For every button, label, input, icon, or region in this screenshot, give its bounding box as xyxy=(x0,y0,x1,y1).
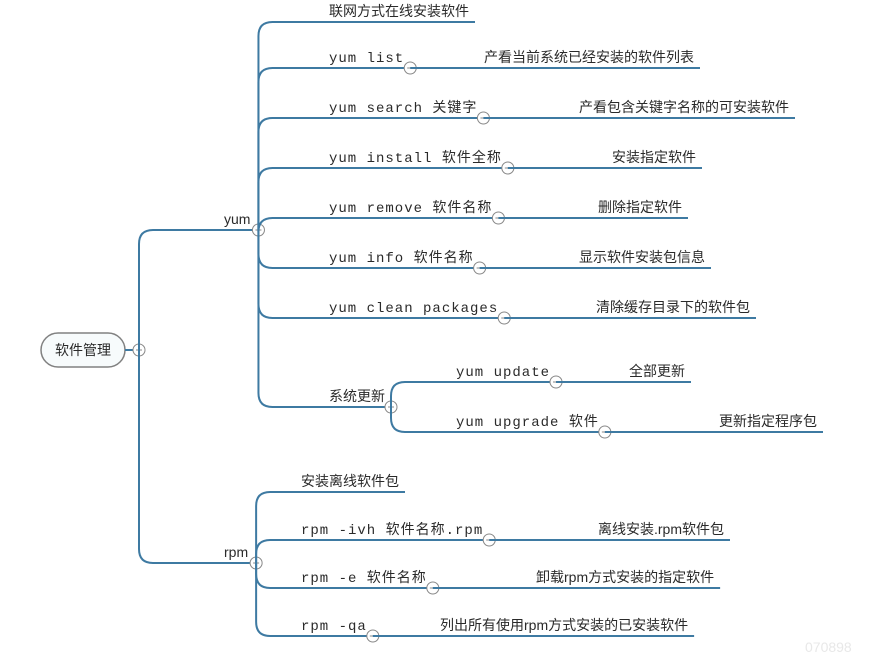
connector xyxy=(256,563,297,636)
node-label[interactable]: yum info 软件名称 xyxy=(329,250,474,267)
node-label[interactable]: 产看当前系统已经安装的软件列表 xyxy=(484,49,694,65)
connector xyxy=(391,407,452,432)
node-label[interactable]: yum update xyxy=(456,365,550,381)
node-label[interactable]: yum remove 软件名称 xyxy=(329,200,492,217)
connector xyxy=(258,168,325,230)
node-label[interactable]: 全部更新 xyxy=(629,363,685,379)
node-label[interactable]: yum install 软件全称 xyxy=(329,149,502,167)
connector xyxy=(139,230,220,350)
node-label[interactable]: yum search 关键字 xyxy=(329,100,477,117)
connector xyxy=(258,218,325,232)
node-label[interactable]: yum list xyxy=(329,51,404,67)
node-label[interactable]: 列出所有使用rpm方式安装的已安装软件 xyxy=(440,617,688,633)
node-label[interactable]: rpm -e 软件名称 xyxy=(301,570,427,587)
node-label[interactable]: 产看包含关键字名称的可安装软件 xyxy=(579,99,789,115)
connector xyxy=(391,382,452,407)
node-label[interactable]: 删除指定软件 xyxy=(598,199,682,215)
node-label[interactable]: yum upgrade 软件 xyxy=(456,414,599,431)
node-label[interactable]: yum clean packages xyxy=(329,301,498,317)
connector xyxy=(258,68,325,230)
node-label[interactable]: 安装离线软件包 xyxy=(301,473,399,489)
node-label[interactable]: rpm -ivh 软件名称.rpm xyxy=(301,522,483,539)
node-label[interactable]: 安装指定软件 xyxy=(612,149,696,165)
node-label[interactable]: 卸载rpm方式安装的指定软件 xyxy=(536,569,714,585)
connector xyxy=(258,118,325,230)
connector xyxy=(258,230,325,318)
node-label[interactable]: 联网方式在线安装软件 xyxy=(329,3,469,19)
branch-label[interactable]: yum xyxy=(224,211,250,227)
connector xyxy=(256,492,297,563)
connector xyxy=(256,563,297,588)
connector xyxy=(258,230,325,268)
connector xyxy=(256,540,297,563)
node-label[interactable]: 系统更新 xyxy=(329,388,385,404)
watermark: 070898 xyxy=(805,639,852,655)
node-label[interactable]: 清除缓存目录下的软件包 xyxy=(596,299,750,315)
node-label[interactable]: 离线安装.rpm软件包 xyxy=(598,521,724,537)
connector xyxy=(258,22,325,230)
node-label[interactable]: 显示软件安装包信息 xyxy=(579,249,705,265)
branch-label[interactable]: rpm xyxy=(224,544,248,560)
node-label[interactable]: 更新指定程序包 xyxy=(719,413,817,429)
node-label[interactable]: rpm -qa xyxy=(301,619,367,635)
connector xyxy=(139,350,220,563)
root-label: 软件管理 xyxy=(55,342,111,358)
